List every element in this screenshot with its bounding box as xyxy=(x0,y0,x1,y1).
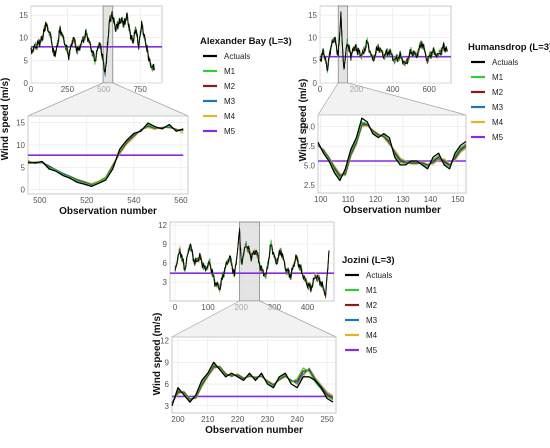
chart-3-y-axis-label: Wind speed (m/s) xyxy=(152,313,163,396)
chart-3-zoom-plot-area xyxy=(171,336,337,414)
chart-1-overview-series-Actuals xyxy=(30,12,155,73)
chart-1-overview-x-tick-label: 750 xyxy=(133,85,147,94)
chart-2-overview-y-tick-label: 10 xyxy=(308,34,317,43)
chart-3-zoom-x-tick-label: 210 xyxy=(201,415,215,424)
chart-3-zoom-series-Actuals xyxy=(171,361,334,407)
chart-2-zoom-x-tick-label: 150 xyxy=(451,195,465,204)
chart-3-zoom-x-tick-label: 200 xyxy=(171,415,185,424)
chart-2-zoom-y-tick-label: 5.0 xyxy=(304,162,316,171)
chart-2-legend-label-M5: M5 xyxy=(492,133,504,142)
chart-1-legend-title: Alexander Bay (L=3) xyxy=(200,36,292,47)
chart-2-zoom-series-Actuals xyxy=(317,117,467,182)
chart-3-zoom-x-tick-label: 240 xyxy=(291,415,305,424)
chart-1-legend-label-Actuals: Actuals xyxy=(224,52,250,61)
chart-1-overview-y-tick-label: 5 xyxy=(24,56,29,65)
chart-2-zoom-x-tick-label: 130 xyxy=(396,195,410,204)
chart-2-zoom-y-tick-label: 10.0 xyxy=(299,123,315,132)
chart-3-legend-label-Actuals: Actuals xyxy=(366,271,392,280)
chart-3-overview-x-tick-label: 100 xyxy=(201,303,215,312)
chart-3-zoom-x-tick-label: 220 xyxy=(231,415,245,424)
chart-2-zoom-connector-band xyxy=(318,83,466,115)
chart-3-zoom-x-tick-label: 230 xyxy=(261,415,275,424)
chart-2-zoom-x-tick-label: 100 xyxy=(314,195,328,204)
chart-3-overview-x-tick-label: 400 xyxy=(301,303,315,312)
chart-1-y-axis-label: Wind speed (m/s) xyxy=(0,78,11,161)
chart-2-legend-label-M1: M1 xyxy=(492,73,504,82)
chart-2-overview-y-tick-label: 0 xyxy=(313,79,318,88)
chart-2-legend-title: Humansdrop (L=3) xyxy=(468,42,550,53)
chart-1-legend-label-M5: M5 xyxy=(224,127,236,136)
chart-1-zoom-y-tick-label: 15 xyxy=(16,119,25,128)
chart-3-legend-label-M4: M4 xyxy=(366,331,378,340)
chart-2-overview-x-tick-label: 400 xyxy=(386,85,400,94)
chart-1-legend-label-M3: M3 xyxy=(224,97,236,106)
chart-2-overview-y-tick-label: 15 xyxy=(308,11,317,20)
chart-1-overview-x-tick-label: 0 xyxy=(29,85,34,94)
chart-3-overview-y-tick-label: 3 xyxy=(163,278,168,287)
chart-1-overview-y-tick-label: 0 xyxy=(24,79,29,88)
chart-3-overview-y-tick-label: 9 xyxy=(163,240,168,249)
chart-3-legend-label-M2: M2 xyxy=(366,301,378,310)
chart-1-zoom-x-tick-label: 560 xyxy=(174,196,188,205)
chart-1-zoom-y-tick-label: 10 xyxy=(16,141,25,150)
chart-2-legend-label-M3: M3 xyxy=(492,103,504,112)
chart-2-zoom-x-tick-label: 140 xyxy=(424,195,438,204)
chart-3-overview-y-tick-label: 6 xyxy=(163,259,168,268)
chart-2-overview-y-tick-label: 5 xyxy=(313,56,318,65)
chart-3-overview-x-tick-label: 0 xyxy=(173,303,178,312)
chart-3-legend-label-M1: M1 xyxy=(366,286,378,295)
chart-3-overview-x-tick-label: 300 xyxy=(268,303,282,312)
chart-2-x-axis-label: Observation number xyxy=(343,205,441,216)
chart-1-zoom-series-Actuals xyxy=(28,122,184,188)
chart-2-y-axis-label: Wind speed (m/s) xyxy=(298,79,309,162)
chart-3: 0100200300400369122002102202302402503691… xyxy=(152,221,395,436)
chart-2-legend-label-M2: M2 xyxy=(492,88,504,97)
chart-1-zoom-y-tick-label: 0 xyxy=(21,186,26,195)
chart-1-overview-y-tick-label: 10 xyxy=(19,34,28,43)
chart-2: 02004006000510151001101201301401502.55.0… xyxy=(298,5,550,216)
chart-1-zoom-y-tick-label: 5 xyxy=(21,163,26,172)
chart-2-zoom-y-tick-label: 2.5 xyxy=(304,181,316,190)
chart-3-zoom-y-tick-label: 12 xyxy=(160,337,169,346)
chart-2-overview-x-tick-label: 600 xyxy=(422,85,436,94)
chart-1: 0250500750051015500520540560051015Observ… xyxy=(0,5,292,217)
chart-1-zoom-x-tick-label: 540 xyxy=(127,196,141,205)
chart-2-zoom-plot-area xyxy=(317,114,467,194)
chart-2-zoom-y-tick-label: 7.5 xyxy=(304,142,316,151)
chart-3-overview-y-tick-label: 12 xyxy=(158,221,167,230)
chart-3-overview-series-Actuals xyxy=(174,228,330,296)
chart-2-zoom-x-tick-label: 120 xyxy=(369,195,383,204)
chart-3-zoom-connector-band xyxy=(172,301,336,337)
chart-3-legend-title: Jozini (L=3) xyxy=(342,255,395,266)
chart-3-legend-label-M3: M3 xyxy=(366,316,378,325)
chart-2-zoom-x-tick-label: 110 xyxy=(342,195,355,204)
chart-1-overview-y-tick-label: 15 xyxy=(19,11,28,20)
chart-3-zoom-y-tick-label: 9 xyxy=(165,358,170,367)
chart-2-overview-series-Actuals xyxy=(319,11,448,72)
chart-2-overview-x-tick-label: 0 xyxy=(318,85,323,94)
chart-1-zoom-x-tick-label: 500 xyxy=(33,196,47,205)
chart-1-zoom-connector-band xyxy=(28,83,188,116)
chart-1-x-axis-label: Observation number xyxy=(59,206,157,217)
chart-3-zoom-x-tick-label: 250 xyxy=(320,415,334,424)
chart-3-legend-label-M5: M5 xyxy=(366,346,378,355)
chart-1-legend-label-M1: M1 xyxy=(224,67,236,76)
chart-1-legend-label-M2: M2 xyxy=(224,82,236,91)
chart-3-zoom-y-tick-label: 3 xyxy=(165,402,170,411)
chart-3-x-axis-label: Observation number xyxy=(205,425,303,436)
chart-2-legend-label-Actuals: Actuals xyxy=(492,58,518,67)
chart-1-overview-plot-area xyxy=(30,5,163,84)
chart-1-zoom-x-tick-label: 520 xyxy=(80,196,94,205)
chart-1-legend-label-M4: M4 xyxy=(224,112,236,121)
chart-2-legend-label-M4: M4 xyxy=(492,118,504,127)
chart-3-zoom-y-tick-label: 6 xyxy=(165,380,170,389)
chart-1-overview-x-tick-label: 250 xyxy=(61,85,75,94)
